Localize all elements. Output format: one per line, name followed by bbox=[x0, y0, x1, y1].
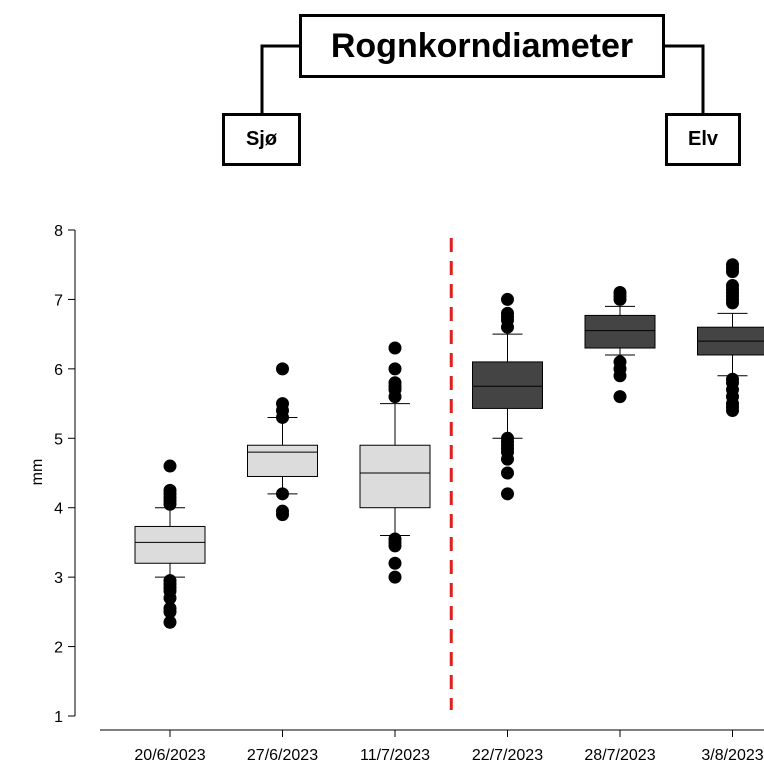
box-iqr bbox=[472, 361, 543, 409]
y-tick-label: 8 bbox=[54, 223, 63, 240]
connector-left bbox=[260, 44, 299, 113]
box-iqr bbox=[134, 525, 206, 564]
outlier-point bbox=[276, 362, 289, 376]
x-ticks: 20/6/2023 27/6/2023 11/7/2023 22/7/2023 28/7… bbox=[134, 730, 764, 764]
y-tick-label: 6 bbox=[54, 362, 63, 379]
x-tick-label: 20/6/2023 bbox=[134, 747, 205, 764]
outlier-point bbox=[388, 556, 402, 570]
box-20/6/2023 bbox=[134, 459, 206, 629]
outlier-point bbox=[163, 497, 177, 511]
box-iqr bbox=[247, 444, 318, 477]
outlier-point bbox=[501, 320, 514, 334]
outlier-point bbox=[388, 390, 402, 404]
outlier-point bbox=[163, 591, 177, 605]
y-tick-label: 4 bbox=[54, 501, 63, 518]
x-tick-label: 3/8/2023 bbox=[701, 747, 763, 764]
outlier-point bbox=[276, 487, 289, 501]
outlier-point bbox=[276, 508, 289, 522]
outlier-point bbox=[613, 292, 627, 306]
group-label-sjo-text: Sjø bbox=[245, 128, 278, 150]
x-tick-label: 28/7/2023 bbox=[584, 747, 655, 764]
y-tick-label: 3 bbox=[54, 570, 63, 587]
outlier-point bbox=[163, 459, 177, 473]
x-tick-label: 27/6/2023 bbox=[247, 747, 318, 764]
connector-right bbox=[665, 44, 705, 113]
outlier-point bbox=[613, 390, 627, 404]
box-22/7/2023 bbox=[472, 292, 543, 501]
outlier-point bbox=[726, 404, 739, 418]
outlier-point bbox=[388, 362, 402, 376]
box-28/7/2023 bbox=[584, 285, 656, 404]
outlier-point bbox=[388, 341, 402, 355]
x-tick-label: 22/7/2023 bbox=[472, 747, 543, 764]
outlier-point bbox=[501, 452, 514, 466]
box-11/7/2023 bbox=[359, 341, 431, 584]
outlier-point bbox=[163, 605, 177, 619]
y-tick-label: 2 bbox=[54, 640, 63, 657]
group-label-elv-text: Elv bbox=[687, 128, 719, 150]
y-ticks: 1 2 3 4 5 6 7 8 bbox=[54, 223, 75, 726]
axes bbox=[74, 230, 764, 731]
chart-title-text: Rognkorndiameter bbox=[330, 26, 634, 65]
outlier-point bbox=[501, 466, 514, 480]
outlier-point bbox=[388, 570, 402, 584]
x-tick-label: 11/7/2023 bbox=[360, 747, 430, 764]
outlier-point bbox=[163, 615, 177, 629]
outlier-point bbox=[501, 292, 514, 306]
box-iqr bbox=[584, 314, 656, 349]
outlier-point bbox=[726, 265, 739, 279]
y-tick-label: 7 bbox=[54, 292, 63, 309]
y-axis-label: mm bbox=[29, 459, 46, 486]
group-label-elv: Elv bbox=[665, 113, 741, 166]
outlier-point bbox=[613, 369, 627, 383]
boxes bbox=[134, 258, 764, 629]
y-tick-label: 5 bbox=[54, 431, 63, 448]
box-3/8/2023 bbox=[697, 258, 764, 418]
outlier-point bbox=[726, 296, 739, 310]
box-iqr bbox=[359, 444, 431, 509]
outlier-point bbox=[276, 410, 289, 424]
outlier-point bbox=[501, 487, 514, 501]
y-tick-label: 1 bbox=[54, 709, 63, 726]
box-27/6/2023 bbox=[247, 362, 318, 522]
group-label-sjo: Sjø bbox=[222, 113, 301, 166]
chart-title: Rognkorndiameter bbox=[299, 14, 665, 78]
outlier-point bbox=[388, 539, 402, 553]
